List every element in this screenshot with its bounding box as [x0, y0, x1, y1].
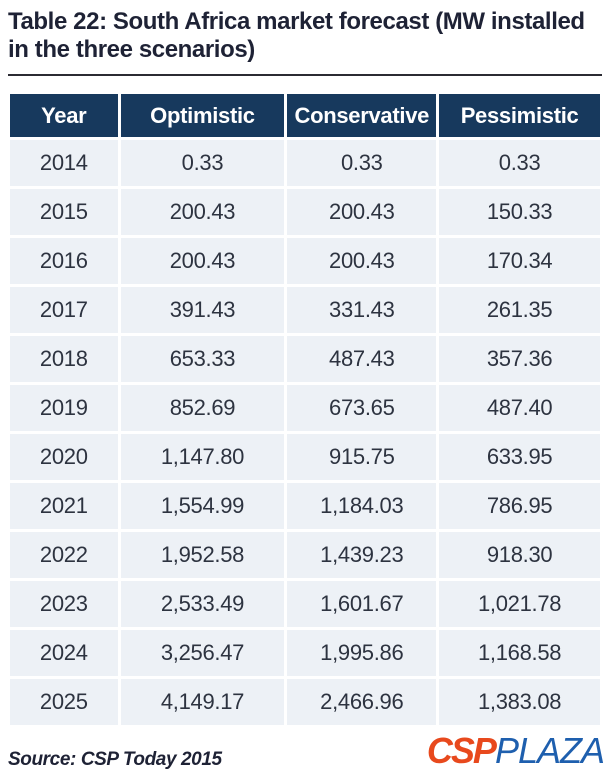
column-header: Year — [10, 94, 118, 137]
year-cell: 2014 — [10, 140, 118, 186]
table-title: Table 22: South Africa market forecast (… — [8, 8, 585, 63]
table-row: 2014 0.33 0.33 0.33 — [10, 140, 600, 186]
value-cell: 200.43 — [287, 189, 437, 235]
value-cell: 391.43 — [120, 287, 285, 333]
value-cell: 1,952.58 — [120, 532, 285, 578]
year-cell: 2020 — [10, 434, 118, 480]
value-cell: 0.33 — [439, 140, 600, 186]
value-cell: 786.95 — [439, 483, 600, 529]
value-cell: 200.43 — [120, 189, 285, 235]
value-cell: 1,147.80 — [120, 434, 285, 480]
year-cell: 2025 — [10, 679, 118, 725]
table-row: 2025 4,149.17 2,466.96 1,383.08 — [10, 679, 600, 725]
value-cell: 261.35 — [439, 287, 600, 333]
value-cell: 331.43 — [287, 287, 437, 333]
table-body: 2014 0.33 0.33 0.33 2015 200.43 200.43 150.33 20… — [10, 140, 600, 725]
table-row: 2023 2,533.49 1,601.67 1,021.78 — [10, 581, 600, 627]
year-cell: 2016 — [10, 238, 118, 284]
table-row: 2015 200.43 200.43 150.33 — [10, 189, 600, 235]
year-cell: 2023 — [10, 581, 118, 627]
value-cell: 0.33 — [287, 140, 437, 186]
value-cell: 1,995.86 — [287, 630, 437, 676]
year-cell: 2015 — [10, 189, 118, 235]
column-header: Conservative — [287, 94, 437, 137]
year-cell: 2019 — [10, 385, 118, 431]
header-row: Year Optimistic Conservative Pessimistic — [10, 94, 600, 137]
forecast-table: Year Optimistic Conservative Pessimistic 20… — [7, 91, 603, 728]
footer: Source: CSP Today 2015 CSPPLAZA — [8, 733, 605, 776]
year-cell: 2024 — [10, 630, 118, 676]
value-cell: 4,149.17 — [120, 679, 285, 725]
value-cell: 1,601.67 — [287, 581, 437, 627]
source-caption: Source: CSP Today 2015 — [8, 749, 222, 770]
value-cell: 1,184.03 — [287, 483, 437, 529]
value-cell: 852.69 — [120, 385, 285, 431]
cspplaza-logo: CSPPLAZA — [427, 733, 605, 776]
year-cell: 2018 — [10, 336, 118, 382]
column-header: Optimistic — [120, 94, 285, 137]
value-cell: 1,554.99 — [120, 483, 285, 529]
value-cell: 487.40 — [439, 385, 600, 431]
column-header: Pessimistic — [439, 94, 600, 137]
table-row: 2024 3,256.47 1,995.86 1,168.58 — [10, 630, 600, 676]
table-row: 2017 391.43 331.43 261.35 — [10, 287, 600, 333]
value-cell: 150.33 — [439, 189, 600, 235]
value-cell: 0.33 — [120, 140, 285, 186]
value-cell: 1,439.23 — [287, 532, 437, 578]
value-cell: 170.34 — [439, 238, 600, 284]
table-row: 2016 200.43 200.43 170.34 — [10, 238, 600, 284]
value-cell: 200.43 — [120, 238, 285, 284]
value-cell: 357.36 — [439, 336, 600, 382]
table-row: 2021 1,554.99 1,184.03 786.95 — [10, 483, 600, 529]
table-row: 2020 1,147.80 915.75 633.95 — [10, 434, 600, 480]
value-cell: 487.43 — [287, 336, 437, 382]
value-cell: 200.43 — [287, 238, 437, 284]
logo-csp-text: CSP — [426, 730, 497, 771]
title-divider — [8, 74, 602, 76]
value-cell: 1,383.08 — [439, 679, 600, 725]
table-row: 2022 1,952.58 1,439.23 918.30 — [10, 532, 600, 578]
value-cell: 2,533.49 — [120, 581, 285, 627]
value-cell: 1,168.58 — [439, 630, 600, 676]
table-row: 2018 653.33 487.43 357.36 — [10, 336, 600, 382]
table-row: 2019 852.69 673.65 487.40 — [10, 385, 600, 431]
value-cell: 3,256.47 — [120, 630, 285, 676]
logo-plaza-text: PLAZA — [494, 730, 605, 771]
year-cell: 2022 — [10, 532, 118, 578]
value-cell: 2,466.96 — [287, 679, 437, 725]
year-cell: 2021 — [10, 483, 118, 529]
value-cell: 918.30 — [439, 532, 600, 578]
value-cell: 653.33 — [120, 336, 285, 382]
year-cell: 2017 — [10, 287, 118, 333]
value-cell: 915.75 — [287, 434, 437, 480]
value-cell: 633.95 — [439, 434, 600, 480]
value-cell: 673.65 — [287, 385, 437, 431]
value-cell: 1,021.78 — [439, 581, 600, 627]
